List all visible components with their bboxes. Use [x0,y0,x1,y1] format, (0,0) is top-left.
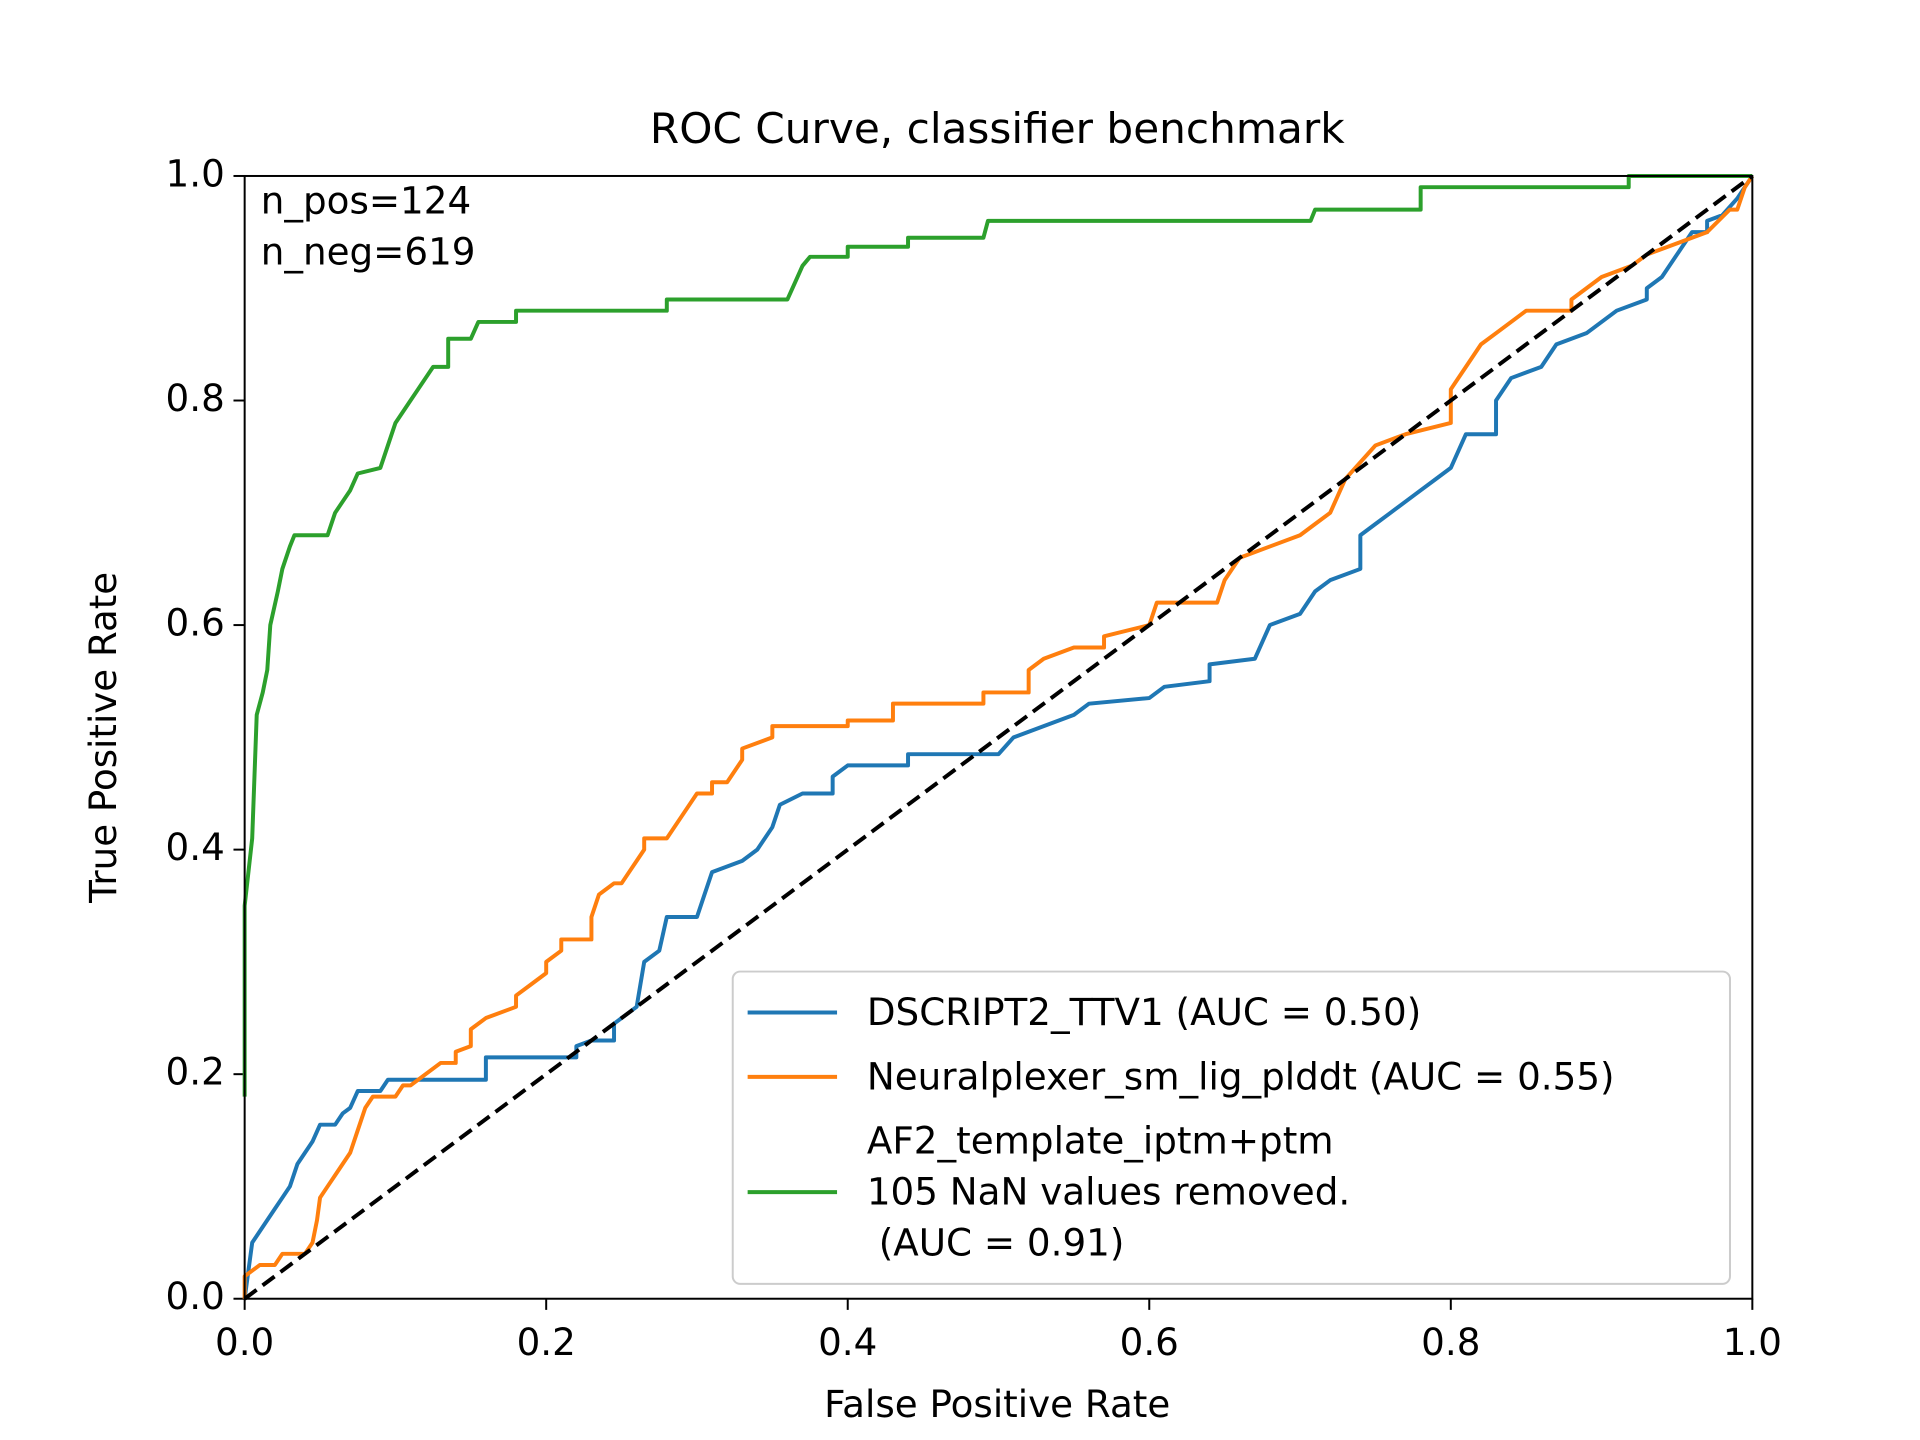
annotation: n_pos=124 [261,179,471,223]
x-tick-label: 0.4 [818,1320,877,1364]
chance-line [243,174,1754,1301]
legend-entry: Neuralplexer_sm_lig_plddt (AUC = 0.55) [866,1055,1615,1099]
y-tick-label: 0.2 [166,1050,225,1094]
y-tick-label: 0.8 [166,376,225,420]
legend-box [731,970,1731,1285]
roc-curve [242,174,1754,1299]
x-tick-label: 0.8 [1421,1320,1480,1364]
legend-entry: AF2_template_iptm+ptm 105 NaN values rem… [866,1119,1351,1265]
y-axis-label: True Positive Rate [81,572,125,904]
legend-entry: DSCRIPT2_TTV1 (AUC = 0.50) [866,990,1422,1035]
roc-curve [242,174,1754,1299]
x-axis-label: False Positive Rate [824,1382,1170,1426]
chart-title: ROC Curve, classifier benchmark [650,104,1345,153]
roc-curve [242,173,1753,1097]
x-tick-label: 0.2 [517,1320,576,1364]
legend-label: AF2_template_iptm+ptm 105 NaN values rem… [866,1119,1351,1265]
y-tick-label: 0.6 [166,601,225,645]
plot-frame [243,174,1754,1300]
y-tick-label: 1.0 [166,151,225,195]
annotation: n_neg=619 [261,230,476,274]
x-tick-label: 0.0 [215,1320,274,1364]
legend-label: DSCRIPT2_TTV1 (AUC = 0.50) [866,990,1422,1035]
y-tick-label: 0.0 [166,1274,225,1318]
x-tick-label: 1.0 [1723,1320,1782,1364]
x-tick-label: 0.6 [1120,1320,1179,1364]
legend-label: Neuralplexer_sm_lig_plddt (AUC = 0.55) [866,1055,1615,1099]
y-tick-label: 0.4 [166,825,225,869]
